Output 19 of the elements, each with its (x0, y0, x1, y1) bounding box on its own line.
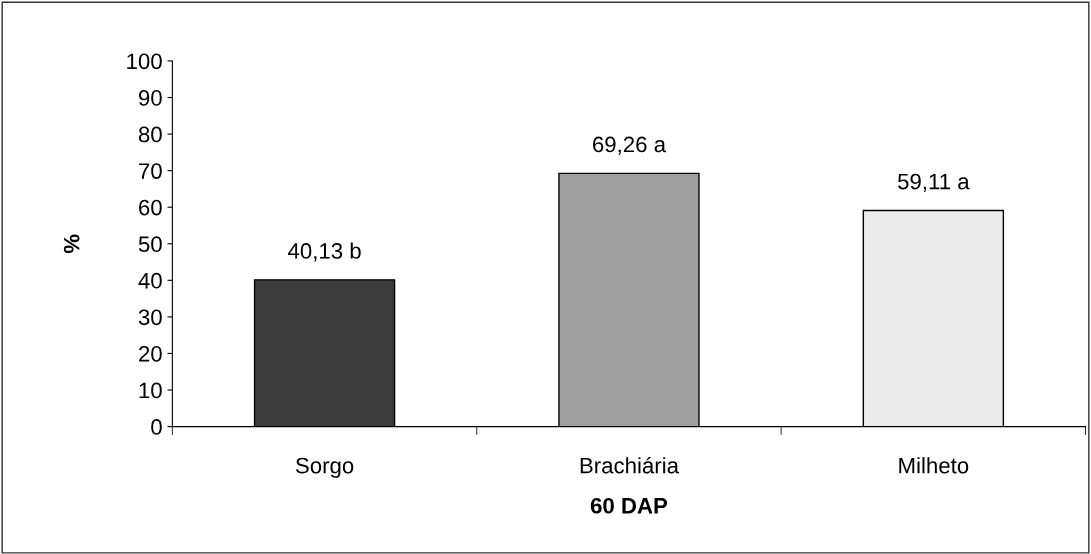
y-tick-label: 70 (139, 163, 162, 179)
y-tick-label: 90 (138, 90, 162, 106)
y-tick-label: 10 (139, 382, 162, 399)
y-tick-label: 50 (138, 236, 162, 253)
x-tick-label: Milheto (899, 457, 969, 474)
y-tick-label: 100 (127, 53, 162, 70)
x-tick-label: Brachiária (580, 456, 679, 474)
y-axis-title: % (63, 234, 80, 254)
x-tick-label: Sorgo (295, 457, 354, 478)
data-label: 69,26 a (593, 136, 667, 155)
y-tick-label: 30 (138, 309, 162, 326)
x-axis-title: 60 DAP (590, 497, 668, 514)
data-label: 40,13 b (288, 242, 361, 262)
y-tick-label: 40 (138, 272, 162, 289)
y-tick-label: 20 (139, 345, 162, 362)
y-tick-label: 80 (138, 126, 162, 143)
y-tick-label: 60 (139, 199, 162, 216)
data-label: 59,11 a (897, 173, 970, 193)
y-tick-label: 0 (151, 419, 162, 435)
